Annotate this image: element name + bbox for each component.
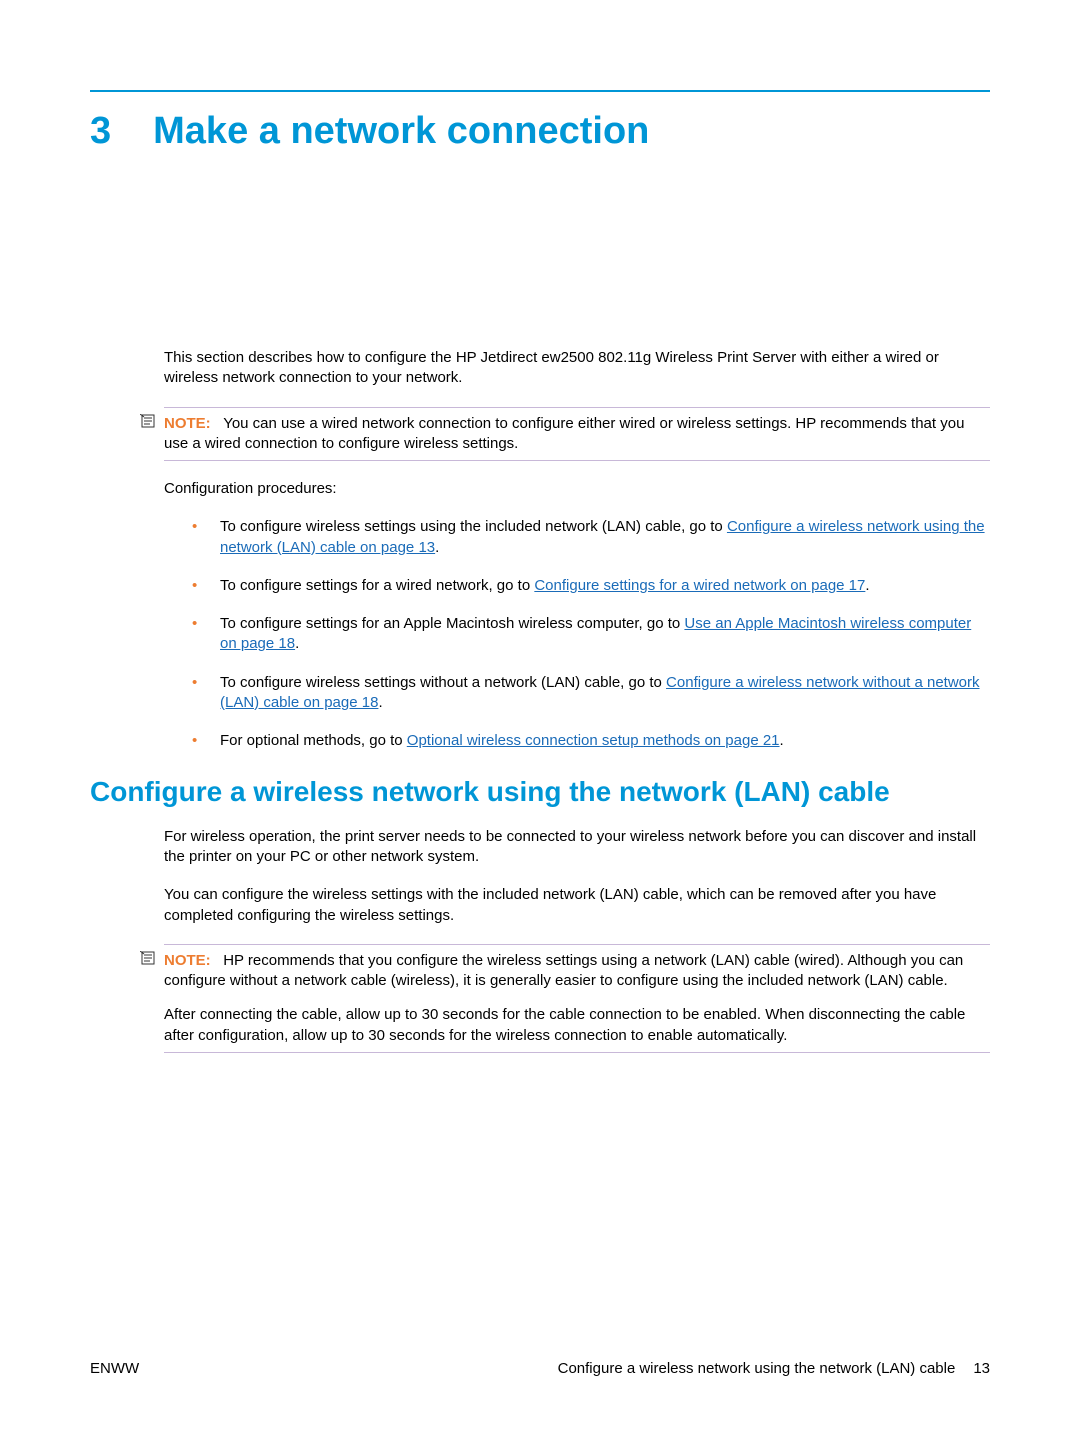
bullet-item: To configure settings for a wired networ… xyxy=(192,576,990,596)
chapter-number: 3 xyxy=(90,110,111,153)
page-footer: ENWW Configure a wireless network using … xyxy=(90,1360,990,1377)
footer-page: 13 xyxy=(973,1360,990,1377)
note-2-text2: After connecting the cable, allow up to … xyxy=(164,1005,990,1046)
bullet-prefix: For optional methods, go to xyxy=(220,732,407,749)
bullet-suffix: . xyxy=(378,694,382,711)
bullet-item: To configure wireless settings using the… xyxy=(192,517,990,558)
bullet-suffix: . xyxy=(295,635,299,652)
note-1-body: You can use a wired network connection t… xyxy=(164,415,964,452)
config-procedures-label: Configuration procedures: xyxy=(164,479,990,499)
intro-para: This section describes how to configure … xyxy=(164,348,990,389)
bullet-suffix: . xyxy=(865,577,869,594)
bullet-list: To configure wireless settings using the… xyxy=(192,517,990,751)
bullet-prefix: To configure settings for a wired networ… xyxy=(220,577,534,594)
section2-para2: You can configure the wireless settings … xyxy=(164,885,990,926)
bullet-item: For optional methods, go to Optional wir… xyxy=(192,731,990,751)
note-box-2: NOTE: HP recommends that you configure t… xyxy=(164,944,990,1053)
bullet-suffix: . xyxy=(435,539,439,556)
top-rule xyxy=(90,90,990,92)
footer-right: Configure a wireless network using the n… xyxy=(558,1360,990,1377)
note-box-1: NOTE: You can use a wired network connec… xyxy=(164,407,990,462)
note-1-text: NOTE: You can use a wired network connec… xyxy=(164,414,990,455)
section2-para1: For wireless operation, the print server… xyxy=(164,827,990,868)
footer-center: Configure a wireless network using the n… xyxy=(558,1360,956,1377)
note-label: NOTE: xyxy=(164,415,211,432)
intro-block: This section describes how to configure … xyxy=(164,348,990,751)
section-heading: Configure a wireless network using the n… xyxy=(90,775,990,809)
note-2-text1: NOTE: HP recommends that you configure t… xyxy=(164,951,990,992)
bullet-prefix: To configure wireless settings using the… xyxy=(220,518,727,535)
chapter-heading: 3 Make a network connection xyxy=(90,110,990,153)
section2-block: For wireless operation, the print server… xyxy=(164,827,990,1053)
bullet-suffix: . xyxy=(780,732,784,749)
bullet-item: To configure wireless settings without a… xyxy=(192,673,990,714)
bullet-link[interactable]: Optional wireless connection setup metho… xyxy=(407,732,780,749)
bullet-prefix: To configure settings for an Apple Macin… xyxy=(220,615,684,632)
note-label: NOTE: xyxy=(164,952,211,969)
bullet-link[interactable]: Configure settings for a wired network o… xyxy=(534,577,865,594)
note-icon xyxy=(140,414,156,431)
note-icon xyxy=(140,951,156,968)
bullet-prefix: To configure wireless settings without a… xyxy=(220,674,666,691)
footer-left: ENWW xyxy=(90,1360,139,1377)
bullet-item: To configure settings for an Apple Macin… xyxy=(192,614,990,655)
note-2-body1: HP recommends that you configure the wir… xyxy=(164,952,963,989)
chapter-title: Make a network connection xyxy=(153,110,649,153)
